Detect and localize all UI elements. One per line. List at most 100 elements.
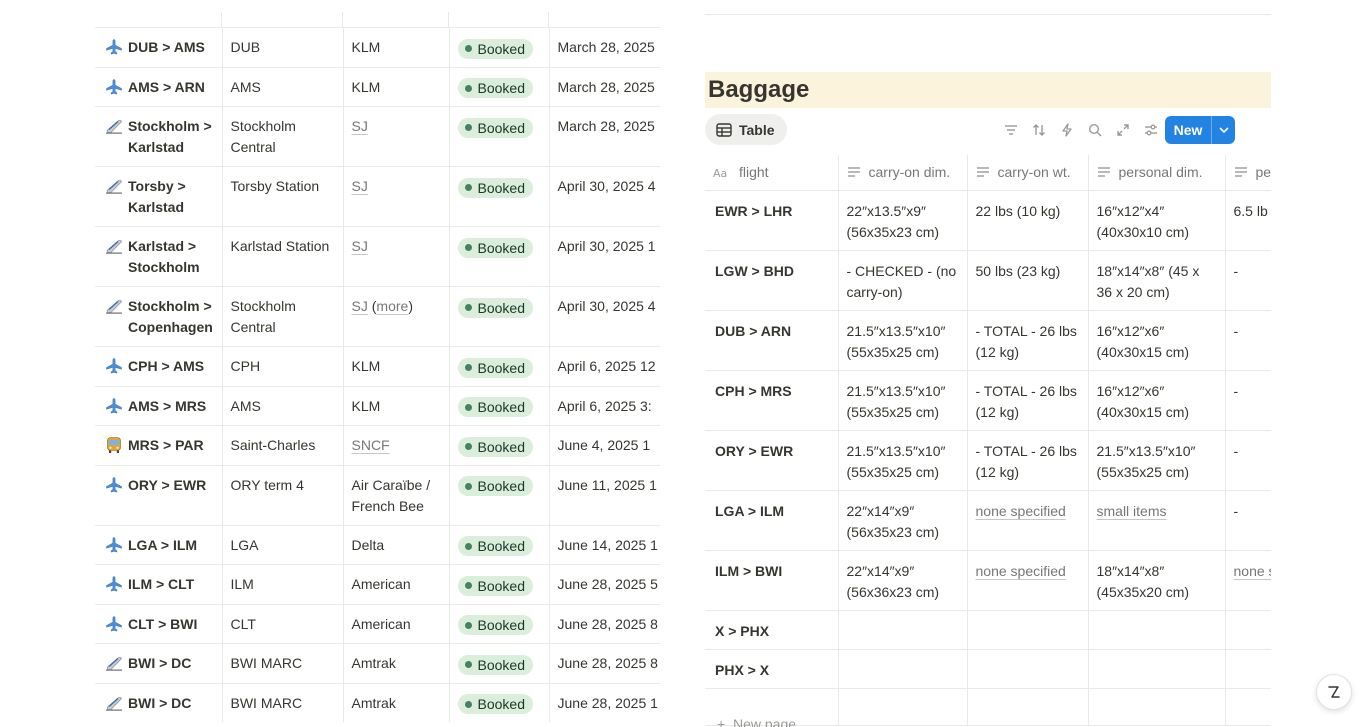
trip-carrier-cell[interactable]: SNCF xyxy=(343,425,450,465)
personal-dim-cell[interactable]: small items xyxy=(1088,490,1226,551)
baggage-row[interactable]: DUB > ARN 21.5″x13.5″x10″ (55x35x25 cm) - … xyxy=(705,310,1271,371)
trip-status-cell[interactable]: Booked xyxy=(449,564,550,604)
trip-location-cell[interactable]: CLT xyxy=(222,603,344,644)
trip-row[interactable]: DUB > AMS DUB KLM Booked March 28, 2025 xyxy=(95,27,660,67)
baggage-row[interactable]: PHX > X xyxy=(705,649,1271,689)
carry-on-wt-cell[interactable]: none specified xyxy=(967,550,1089,611)
trip-date-cell[interactable]: April 30, 2025 1 xyxy=(549,226,660,287)
carry-on-wt-cell[interactable]: 50 lbs (23 kg) xyxy=(967,250,1089,311)
trip-status-cell[interactable]: Booked xyxy=(449,682,550,722)
personal-dim-cell[interactable] xyxy=(1088,688,1226,726)
trip-row[interactable]: Stockholm > Copenhagen Stockholm Central S… xyxy=(95,286,660,347)
carry-on-dim-cell[interactable]: 21.5″x13.5″x10″ (55x35x25 cm) xyxy=(838,310,968,371)
personal-wt-cell[interactable]: - xyxy=(1225,490,1271,551)
baggage-row[interactable]: CPH > MRS 21.5″x13.5″x10″ (55x35x25 cm) - … xyxy=(705,370,1271,431)
trip-status-cell[interactable]: Booked xyxy=(449,166,550,227)
trip-route-cell[interactable]: Stockholm > Copenhagen xyxy=(95,286,223,347)
column-header-carry-on-dim[interactable]: carry-on dim. xyxy=(838,155,968,191)
personal-wt-cell[interactable] xyxy=(1225,649,1271,689)
baggage-row[interactable]: ILM > BWI 22″x14″x9″ (56x36x23 cm) none sp… xyxy=(705,550,1271,611)
trip-route-cell[interactable]: CPH > AMS xyxy=(95,346,223,386)
baggage-row[interactable] xyxy=(705,688,1271,726)
trip-route-cell[interactable]: ORY > EWR xyxy=(95,464,223,525)
carrier-link[interactable]: SJ xyxy=(351,118,368,134)
trip-route-cell[interactable]: AMS > MRS xyxy=(95,385,223,426)
carry-on-wt-cell[interactable] xyxy=(967,688,1089,726)
trip-location-cell[interactable]: BWI MARC xyxy=(222,643,344,683)
personal-dim-cell[interactable]: 18″x14″x8″ (45 x 36 x 20 cm) xyxy=(1088,250,1226,311)
carry-on-wt-cell[interactable] xyxy=(967,649,1089,689)
baggage-row[interactable]: LGW > BHD - CHECKED - (no carry-on) 50 lbs… xyxy=(705,250,1271,311)
trip-location-cell[interactable]: ILM xyxy=(222,564,344,604)
personal-dim-cell[interactable]: 16″x12″x6″ (40x30x15 cm) xyxy=(1088,370,1226,431)
trip-route-cell[interactable]: AMS > ARN xyxy=(95,66,223,107)
trip-carrier-cell[interactable]: Amtrak xyxy=(343,643,450,683)
trip-row[interactable]: CPH > AMS CPH KLM Booked April 6, 2025 12 xyxy=(95,346,660,386)
trip-status-cell[interactable]: Booked xyxy=(449,106,550,167)
trip-row[interactable]: ORY > EWR ORY term 4 Air Caraïbe / French … xyxy=(95,464,660,525)
carry-on-wt-cell[interactable]: - TOTAL - 26 lbs (12 kg) xyxy=(967,310,1089,371)
baggage-row[interactable]: LGA > ILM 22″x14″x9″ (56x35x23 cm) none sp… xyxy=(705,490,1271,551)
trip-location-cell[interactable]: CPH xyxy=(222,346,344,386)
baggage-flight-cell[interactable]: PHX > X xyxy=(705,649,839,689)
carry-on-dim-cell[interactable]: 21.5″x13.5″x10″ (55x35x25 cm) xyxy=(838,370,968,431)
baggage-row[interactable]: EWR > LHR 22″x13.5″x9″ (56x35x23 cm) 22 lb… xyxy=(705,190,1271,251)
trip-date-cell[interactable]: April 30, 2025 4 xyxy=(549,166,660,227)
trip-row[interactable]: AMS > ARN AMS KLM Booked March 28, 2025 xyxy=(95,66,660,107)
personal-dim-cell[interactable] xyxy=(1088,649,1226,689)
carry-on-dim-cell[interactable]: 22″x13.5″x9″ (56x35x23 cm) xyxy=(838,190,968,251)
trip-row[interactable]: AMS > MRS AMS KLM Booked April 6, 2025 3: xyxy=(95,385,660,426)
trip-location-cell[interactable]: LGA xyxy=(222,524,344,565)
trip-location-cell[interactable]: Stockholm Central xyxy=(222,106,344,167)
personal-dim-cell[interactable]: 16″x12″x6″ (40x30x15 cm) xyxy=(1088,310,1226,371)
personal-wt-cell[interactable] xyxy=(1225,610,1271,650)
trip-carrier-cell[interactable]: KLM xyxy=(343,27,450,67)
trip-location-cell[interactable]: AMS xyxy=(222,385,344,426)
carry-on-dim-cell[interactable]: 22″x14″x9″ (56x36x23 cm) xyxy=(838,550,968,611)
personal-wt-cell[interactable]: - xyxy=(1225,430,1271,491)
column-header-flight[interactable]: Aa flight xyxy=(705,155,839,191)
carry-on-wt-cell[interactable] xyxy=(967,610,1089,650)
trip-location-cell[interactable]: Torsby Station xyxy=(222,166,344,227)
baggage-flight-cell[interactable]: LGW > BHD xyxy=(705,250,839,311)
baggage-heading-block[interactable]: Baggage xyxy=(705,72,1271,108)
personal-wt-cell[interactable] xyxy=(1225,688,1271,726)
view-tab-table[interactable]: Table xyxy=(705,114,787,145)
baggage-row[interactable]: X > PHX xyxy=(705,610,1271,650)
expand-button[interactable] xyxy=(1109,117,1137,143)
column-header-personal-dim[interactable]: personal dim. xyxy=(1088,155,1226,191)
baggage-flight-cell[interactable]: ORY > EWR xyxy=(705,430,839,491)
trip-carrier-cell[interactable]: SJ xyxy=(343,106,450,167)
trip-date-cell[interactable]: March 28, 2025 xyxy=(549,66,660,107)
personal-wt-cell[interactable]: 6.5 lb xyxy=(1225,190,1271,251)
trip-date-cell[interactable]: March 28, 2025 xyxy=(549,27,660,67)
baggage-title[interactable]: Baggage xyxy=(708,76,810,103)
personal-wt-cell[interactable]: none s xyxy=(1225,550,1271,611)
carry-on-dim-cell[interactable] xyxy=(838,688,968,726)
trip-location-cell[interactable]: ORY term 4 xyxy=(222,464,344,525)
baggage-flight-cell[interactable]: ILM > BWI xyxy=(705,550,839,611)
filter-button[interactable] xyxy=(997,117,1025,143)
trip-route-cell[interactable]: LGA > ILM xyxy=(95,524,223,565)
trip-date-cell[interactable]: June 28, 2025 8 xyxy=(549,603,660,644)
trip-carrier-cell[interactable]: Amtrak xyxy=(343,682,450,722)
baggage-row[interactable]: ORY > EWR 21.5″x13.5″x10″ (55x35x25 cm) - … xyxy=(705,430,1271,491)
trip-carrier-cell[interactable]: KLM xyxy=(343,385,450,426)
view-settings-button[interactable] xyxy=(1137,117,1165,143)
personal-dim-cell[interactable]: 16″x12″x4″ (40x30x10 cm) xyxy=(1088,190,1226,251)
trip-status-cell[interactable]: Booked xyxy=(449,464,550,525)
trip-row[interactable]: MRS > PAR Saint-Charles SNCF Booked June 4, … xyxy=(95,425,660,465)
trip-date-cell[interactable]: June 28, 2025 5 xyxy=(549,564,660,604)
new-page-button[interactable]: + New page xyxy=(717,716,797,727)
trip-date-cell[interactable]: April 30, 2025 4 xyxy=(549,286,660,347)
trip-route-cell[interactable]: MRS > PAR xyxy=(95,425,223,465)
help-button[interactable] xyxy=(1316,674,1352,710)
baggage-flight-cell[interactable] xyxy=(705,688,839,726)
personal-dim-cell[interactable] xyxy=(1088,610,1226,650)
trip-carrier-cell[interactable]: SJ (more) xyxy=(343,286,450,347)
personal-dim-cell[interactable]: 21.5″x13.5″x10″ (55x35x25 cm) xyxy=(1088,430,1226,491)
carry-on-dim-cell[interactable]: 21.5″x13.5″x10″ (55x35x25 cm) xyxy=(838,430,968,491)
trip-route-cell[interactable]: Karlstad > Stockholm xyxy=(95,226,223,287)
more-link[interactable]: more xyxy=(376,298,409,314)
baggage-flight-cell[interactable]: EWR > LHR xyxy=(705,190,839,251)
